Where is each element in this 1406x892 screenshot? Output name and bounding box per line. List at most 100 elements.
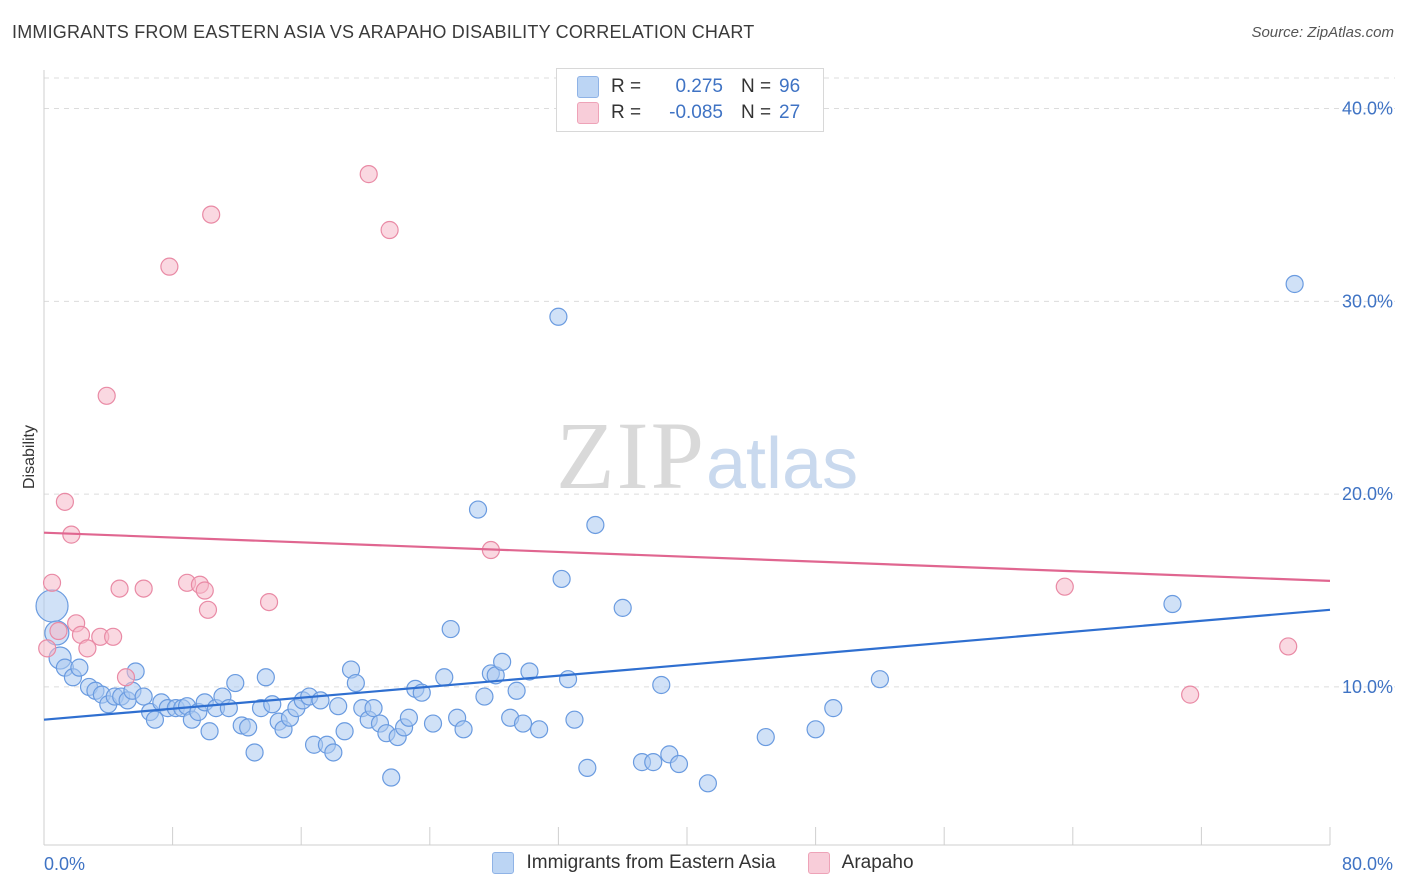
x-tick-label: 80.0% bbox=[1342, 854, 1393, 874]
trend-line-eastern-asia bbox=[43, 608, 1331, 721]
y-tick-label: 20.0% bbox=[1342, 484, 1393, 504]
data-point-eastern-asia bbox=[870, 670, 890, 689]
bottom-legend-item-eastern-asia: Immigrants from Eastern Asia bbox=[492, 852, 776, 874]
legend-r-label: R = bbox=[611, 102, 642, 123]
chart-title: IMMIGRANTS FROM EASTERN ASIA VS ARAPAHO … bbox=[12, 22, 755, 42]
data-point-eastern-asia bbox=[35, 589, 69, 623]
data-point-eastern-asia bbox=[239, 718, 258, 737]
data-point-arapaho bbox=[1279, 637, 1298, 656]
data-point-eastern-asia bbox=[513, 714, 533, 733]
data-point-eastern-asia bbox=[1163, 594, 1182, 614]
watermark-zip: ZIP bbox=[556, 402, 706, 509]
data-point-arapaho bbox=[160, 257, 179, 276]
data-point-eastern-asia bbox=[134, 687, 153, 706]
legend-swatch-eastern-asia bbox=[577, 76, 599, 98]
data-point-arapaho bbox=[380, 220, 399, 240]
trend-line-arapaho bbox=[43, 531, 1331, 582]
data-point-eastern-asia bbox=[364, 699, 383, 718]
data-point-arapaho bbox=[1181, 685, 1200, 704]
legend-r-label: R = bbox=[611, 76, 642, 97]
data-point-arapaho bbox=[55, 492, 74, 511]
data-point-eastern-asia bbox=[644, 753, 663, 772]
data-point-eastern-asia bbox=[493, 652, 512, 671]
y-tick-label: 30.0% bbox=[1342, 291, 1393, 311]
legend-swatch-arapaho bbox=[577, 102, 599, 124]
legend-row-eastern-asia: R = 0.275 N = 96 bbox=[577, 74, 800, 100]
legend-n-value: 27 bbox=[779, 102, 801, 123]
legend-r-value: 0.275 bbox=[675, 76, 723, 97]
legend-n-value: 96 bbox=[779, 76, 801, 97]
x-tick-label: 0.0% bbox=[44, 854, 85, 874]
data-point-eastern-asia bbox=[613, 598, 632, 617]
y-tick-label: 40.0% bbox=[1342, 99, 1393, 119]
source-label: Source: ZipAtlas.com bbox=[1251, 24, 1394, 41]
bottom-legend-label-eastern-asia: Immigrants from Eastern Asia bbox=[526, 852, 776, 873]
data-point-eastern-asia bbox=[263, 695, 282, 714]
y-tick-label: 10.0% bbox=[1342, 677, 1393, 697]
bottom-legend-swatch-eastern-asia bbox=[492, 852, 515, 874]
legend-row-arapaho: R = -0.085 N = 27 bbox=[577, 100, 800, 126]
data-point-arapaho bbox=[1055, 577, 1074, 596]
legend-r-value: -0.085 bbox=[669, 102, 723, 123]
data-point-eastern-asia bbox=[824, 699, 843, 718]
data-point-eastern-asia bbox=[698, 774, 717, 793]
data-point-eastern-asia bbox=[329, 697, 348, 716]
data-point-eastern-asia bbox=[558, 670, 578, 689]
data-point-arapaho bbox=[42, 573, 62, 592]
y-axis-label: Disability bbox=[21, 425, 38, 489]
legend: R = 0.275 N = 96 R = -0.085 N = 27 bbox=[556, 68, 824, 132]
data-point-arapaho bbox=[97, 386, 116, 405]
data-point-eastern-asia bbox=[669, 754, 689, 774]
data-point-eastern-asia bbox=[520, 662, 539, 681]
data-point-eastern-asia bbox=[756, 727, 775, 747]
data-point-arapaho bbox=[78, 639, 97, 658]
bottom-legend-label-arapaho: Arapaho bbox=[841, 852, 914, 873]
legend-n-label: N = bbox=[741, 76, 772, 97]
data-point-eastern-asia bbox=[806, 720, 825, 739]
data-point-arapaho bbox=[110, 579, 129, 598]
data-point-arapaho bbox=[49, 621, 68, 641]
data-point-eastern-asia bbox=[1285, 274, 1304, 294]
data-point-arapaho bbox=[202, 205, 221, 224]
data-point-arapaho bbox=[195, 581, 214, 600]
data-point-eastern-asia bbox=[245, 743, 264, 762]
data-point-eastern-asia bbox=[454, 720, 473, 739]
data-point-eastern-asia bbox=[586, 515, 605, 535]
data-point-eastern-asia bbox=[435, 668, 454, 687]
bottom-legend-item-arapaho: Arapaho bbox=[807, 852, 914, 874]
data-point-eastern-asia bbox=[530, 720, 549, 739]
data-point-eastern-asia bbox=[399, 708, 419, 727]
watermark-atlas: atlas bbox=[706, 424, 859, 504]
data-point-eastern-asia bbox=[552, 569, 571, 589]
data-point-arapaho bbox=[198, 600, 218, 619]
data-point-eastern-asia bbox=[468, 500, 488, 519]
data-point-arapaho bbox=[134, 579, 153, 598]
data-point-eastern-asia bbox=[549, 307, 568, 326]
data-point-eastern-asia bbox=[565, 710, 584, 729]
legend-n-label: N = bbox=[741, 102, 772, 123]
data-point-arapaho bbox=[259, 592, 279, 612]
data-point-eastern-asia bbox=[226, 673, 245, 693]
data-point-eastern-asia bbox=[200, 722, 219, 741]
data-point-eastern-asia bbox=[324, 743, 343, 762]
watermark: ZIPatlas bbox=[556, 400, 858, 511]
data-point-eastern-asia bbox=[335, 722, 354, 741]
data-point-eastern-asia bbox=[423, 714, 443, 733]
data-point-arapaho bbox=[116, 668, 136, 687]
data-point-eastern-asia bbox=[382, 768, 401, 787]
data-point-arapaho bbox=[38, 639, 57, 658]
data-point-eastern-asia bbox=[475, 687, 494, 706]
data-point-arapaho bbox=[104, 627, 123, 646]
bottom-legend-swatch-arapaho bbox=[807, 852, 830, 874]
data-point-eastern-asia bbox=[346, 673, 365, 693]
bottom-legend: Immigrants from Eastern Asia Arapaho bbox=[0, 852, 1406, 874]
data-point-eastern-asia bbox=[441, 619, 460, 639]
data-point-arapaho bbox=[359, 165, 378, 184]
data-point-eastern-asia bbox=[652, 675, 671, 695]
data-point-eastern-asia bbox=[578, 758, 597, 777]
data-point-eastern-asia bbox=[256, 668, 275, 687]
data-point-eastern-asia bbox=[507, 681, 526, 700]
data-point-eastern-asia bbox=[219, 699, 238, 718]
data-point-eastern-asia bbox=[70, 658, 89, 677]
